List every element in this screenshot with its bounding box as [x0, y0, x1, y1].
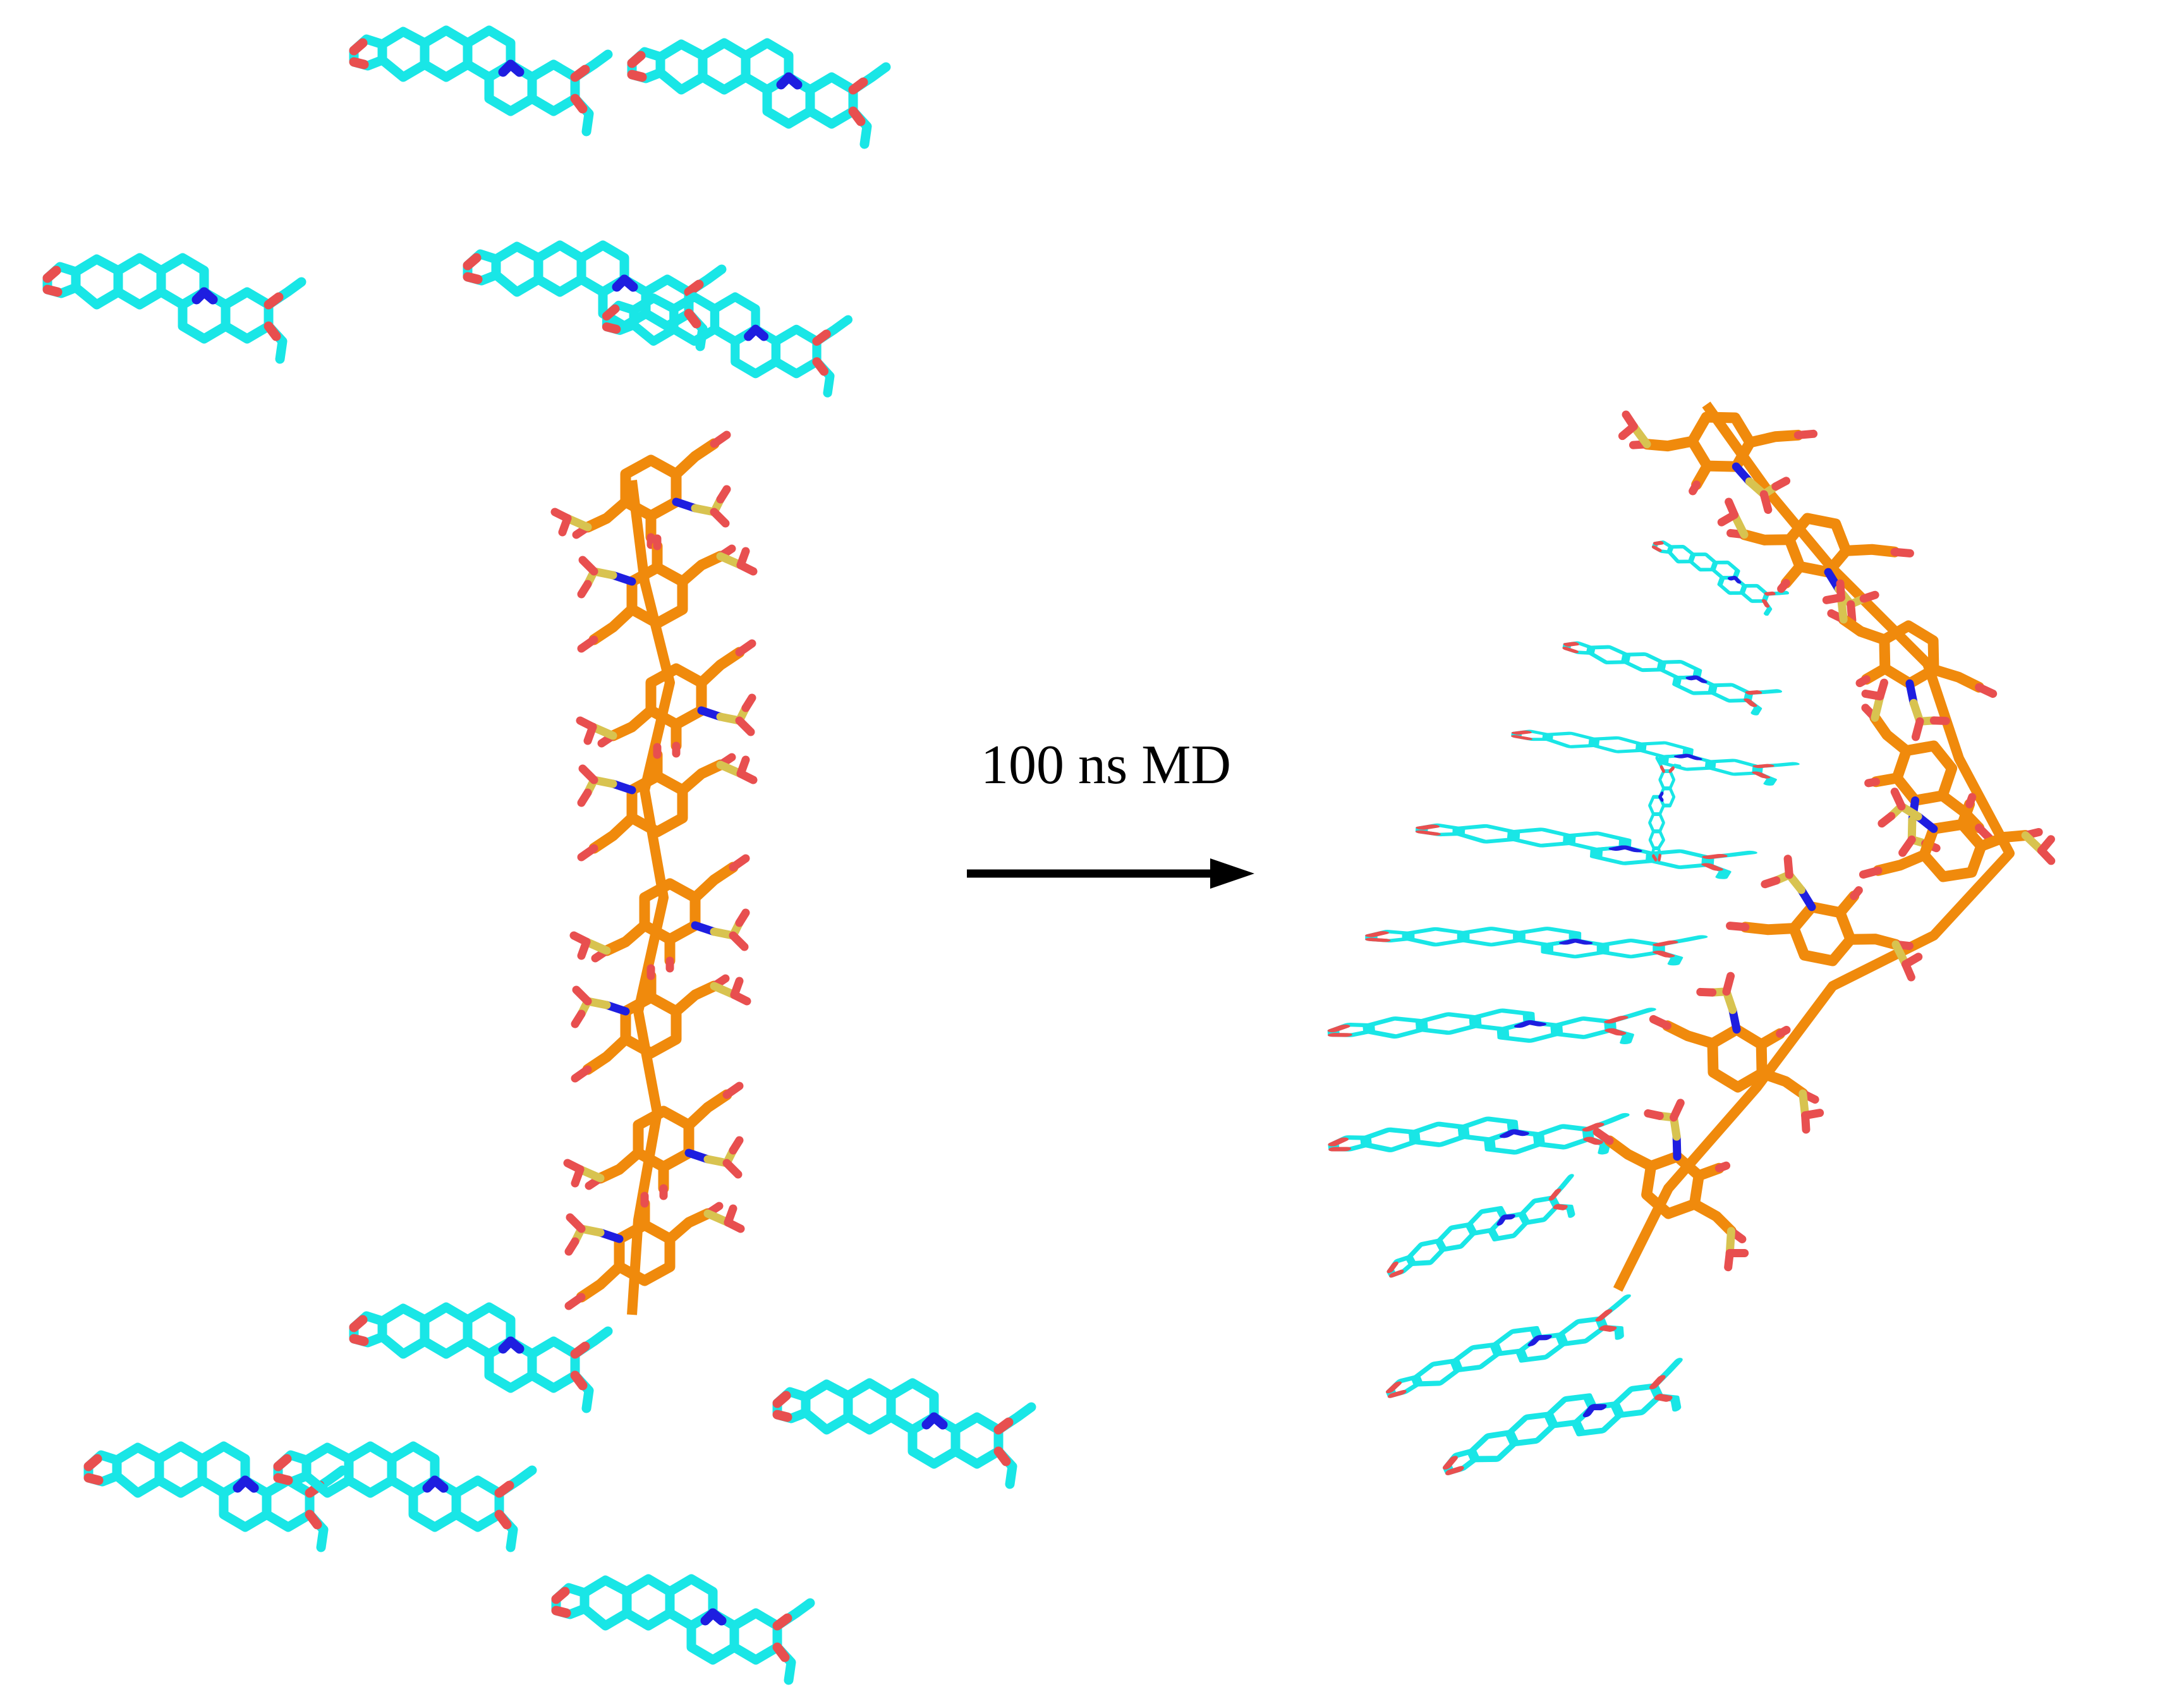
arrow-head-icon	[1210, 858, 1254, 889]
ligand-molecule	[354, 30, 608, 131]
ligand-molecule	[1420, 821, 1752, 879]
after-md-panel	[1332, 348, 2062, 1506]
ligand-molecule	[1332, 1104, 1627, 1180]
sugar-residue	[1597, 1094, 1759, 1293]
ligand-molecule	[1562, 638, 1780, 717]
sugar-residue	[581, 539, 753, 649]
ligand-molecule	[1646, 537, 1790, 618]
curved-polysaccharide-chain	[1597, 348, 2063, 1293]
stacked-ligands	[1332, 537, 1795, 1506]
ligand-molecule	[1649, 758, 1680, 860]
ligand-molecule	[1514, 727, 1795, 786]
ligand-molecule	[278, 1446, 532, 1547]
ligand-molecule	[1386, 1167, 1587, 1303]
ligand-molecule	[1443, 1349, 1697, 1507]
ligand-molecule	[556, 1579, 810, 1680]
sugar-residue	[569, 1196, 741, 1306]
ligand-molecule	[47, 258, 301, 359]
initial-polysaccharide-chain	[555, 435, 753, 1315]
ligand-molecule	[354, 1307, 608, 1408]
sugar-residue	[581, 747, 753, 857]
process-arrow	[967, 858, 1254, 889]
sugar-residue	[575, 968, 747, 1078]
sugar-residue	[1730, 841, 1932, 1036]
ligand-molecule	[1333, 1000, 1653, 1063]
initial-ligands	[47, 30, 1031, 1680]
process-label: 100 ns MD	[980, 734, 1232, 796]
chain-backbone	[1613, 401, 2015, 1292]
ligand-molecule	[1371, 929, 1702, 964]
ligand-molecule	[632, 43, 886, 144]
ligand-molecule	[777, 1383, 1031, 1484]
initial-state-panel	[47, 30, 1031, 1680]
